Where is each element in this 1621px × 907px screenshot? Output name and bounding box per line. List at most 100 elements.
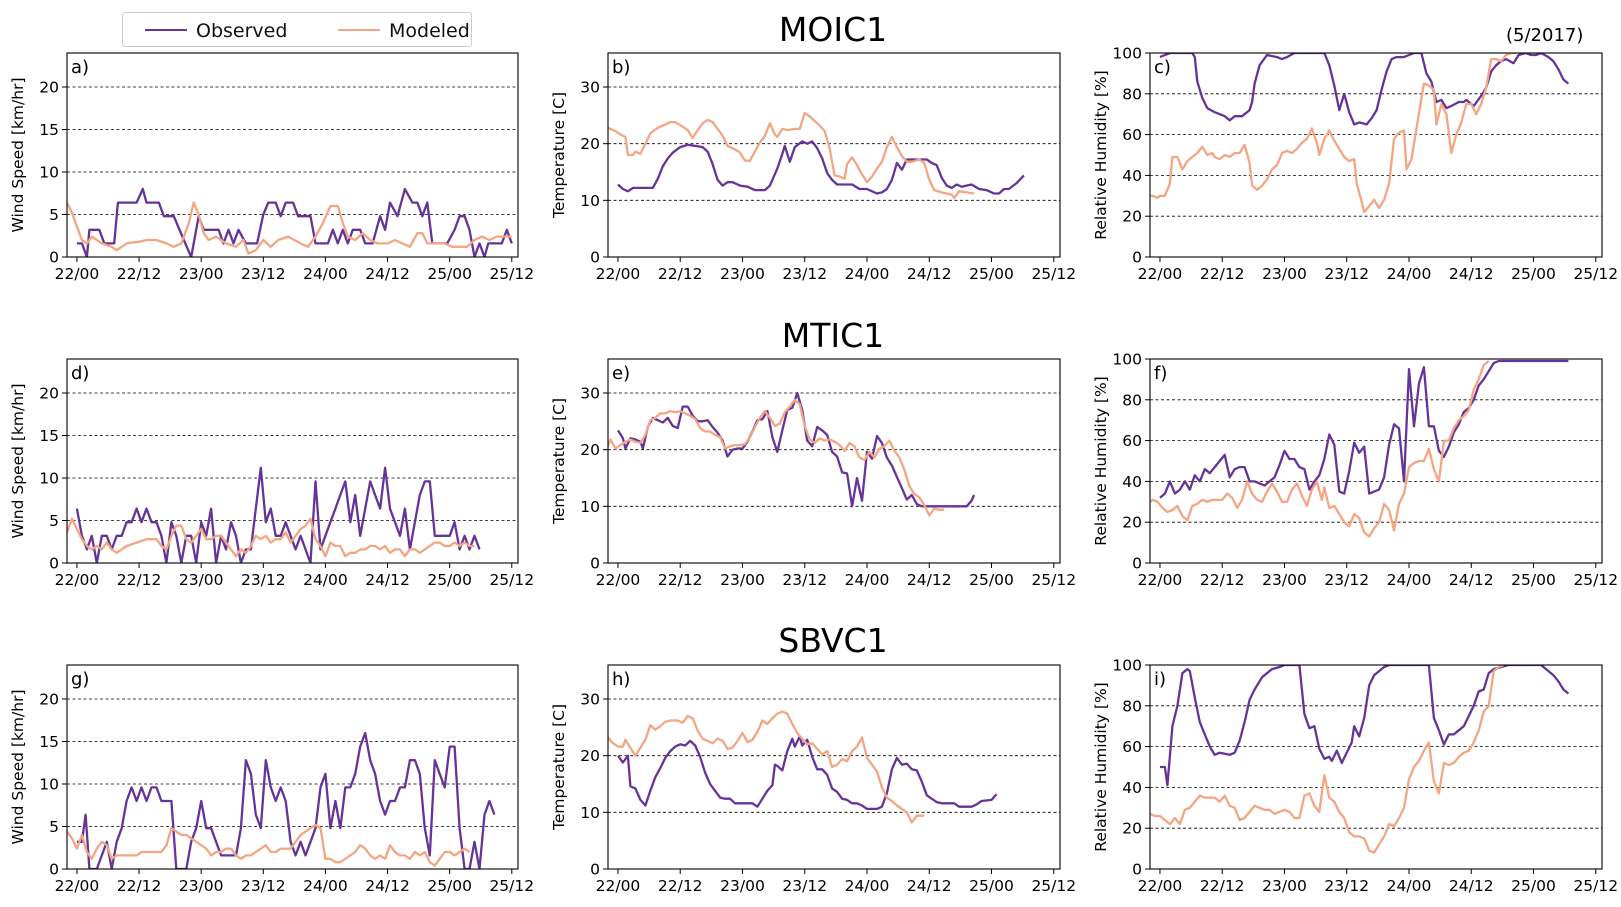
y-tick-label: 100	[1112, 351, 1142, 369]
series-line-observed	[1159, 359, 1569, 499]
x-tick-label: 23/12	[1324, 265, 1369, 283]
x-tick-label: 23/12	[241, 877, 286, 895]
y-tick-label: 80	[1122, 697, 1142, 715]
legend-observed-label: Observed	[196, 20, 288, 42]
x-tick-label: 23/12	[241, 265, 286, 283]
y-tick-label: 20	[1122, 820, 1142, 838]
series-line-modeled	[67, 201, 512, 255]
x-tick-label: 22/00	[1138, 877, 1183, 895]
plot-frame	[607, 52, 1061, 258]
y-tick-label: 20	[1122, 208, 1142, 226]
x-tick-label: 22/00	[1138, 571, 1183, 589]
y-axis-label: Relative Humidity [%]	[1092, 376, 1110, 545]
plot-frame	[607, 358, 1061, 564]
y-tick-label: 0	[1132, 555, 1142, 573]
y-tick-label: 40	[1122, 167, 1142, 185]
series-line-observed	[617, 140, 1025, 195]
y-tick-label: 5	[49, 206, 59, 224]
x-tick-label: 25/00	[427, 265, 472, 283]
series-line-observed	[617, 735, 998, 811]
x-tick-label: 23/12	[1324, 571, 1369, 589]
series-line-observed	[76, 187, 513, 257]
x-tick-label: 22/12	[117, 877, 162, 895]
panel-label: d)	[71, 363, 89, 384]
x-tick-label: 23/00	[1262, 877, 1307, 895]
x-tick-label: 22/12	[658, 265, 703, 283]
x-tick-label: 24/00	[303, 877, 348, 895]
x-tick-label: 23/12	[782, 571, 827, 589]
panel-c: 0 20 40 60 80 100 22/00 22/12 23/00 23/12 24/00 24/…	[1092, 45, 1618, 284]
panel-d: 0 5 10 15 20 22/00 22/12 23/00 23/12 24/00 24/12 25…	[9, 358, 534, 589]
x-tick-label: 25/12	[1573, 877, 1618, 895]
x-tick-label: 25/00	[1511, 571, 1556, 589]
y-tick-label: 15	[39, 427, 59, 445]
x-tick-label: 24/12	[365, 877, 410, 895]
x-tick-label: 25/12	[1573, 571, 1618, 589]
y-tick-label: 5	[49, 818, 59, 836]
series-line-modeled	[67, 517, 475, 558]
plot-frame	[1149, 664, 1603, 870]
y-tick-label: 80	[1122, 391, 1142, 409]
legend-observed-swatch	[145, 29, 187, 31]
x-tick-label: 24/00	[845, 877, 890, 895]
series-line-modeled	[1150, 665, 1505, 854]
x-tick-label: 25/12	[489, 877, 534, 895]
series-line-modeled	[608, 710, 925, 824]
y-tick-label: 30	[580, 691, 600, 709]
y-tick-label: 10	[580, 498, 600, 516]
x-tick-label: 24/00	[845, 571, 890, 589]
plot-frame	[66, 52, 519, 258]
x-tick-label: 23/12	[1324, 877, 1369, 895]
x-tick-label: 22/12	[1200, 265, 1245, 283]
panel-label: i)	[1154, 669, 1166, 690]
x-tick-label: 25/00	[969, 571, 1014, 589]
x-tick-label: 22/12	[117, 265, 162, 283]
x-tick-label: 24/12	[1449, 877, 1494, 895]
plot-frame	[1149, 358, 1603, 564]
x-tick-label: 23/00	[720, 571, 765, 589]
x-tick-label: 23/00	[720, 877, 765, 895]
panel-i: 0 20 40 60 80 100 22/00 22/12 23/00 23/12 24/00 24/…	[1092, 657, 1618, 896]
y-tick-label: 80	[1122, 85, 1142, 103]
y-axis-label: Temperature [C]	[550, 704, 568, 831]
y-tick-label: 20	[39, 691, 59, 709]
series-line-observed	[1160, 665, 1570, 787]
y-tick-label: 10	[580, 804, 600, 822]
y-tick-label: 0	[590, 249, 600, 267]
x-tick-label: 22/00	[596, 571, 641, 589]
y-tick-label: 15	[39, 733, 59, 751]
panel-a: 0 5 10 15 20 22/00 22/12 23/00 23/12 24/00 24/12 25…	[9, 52, 534, 283]
x-tick-label: 24/12	[365, 571, 410, 589]
series-line-modeled	[1150, 53, 1517, 214]
y-axis-label: Wind Speed [km/hr]	[9, 690, 27, 845]
y-tick-label: 20	[39, 79, 59, 97]
x-tick-label: 25/12	[489, 265, 534, 283]
x-tick-label: 25/12	[1031, 265, 1076, 283]
x-tick-label: 24/00	[845, 265, 890, 283]
x-tick-label: 23/12	[782, 877, 827, 895]
y-tick-label: 0	[590, 861, 600, 879]
x-tick-label: 23/00	[179, 877, 224, 895]
y-tick-label: 0	[1132, 249, 1142, 267]
y-tick-label: 30	[580, 79, 600, 97]
y-tick-label: 0	[1132, 861, 1142, 879]
panel-label: g)	[71, 669, 89, 690]
x-tick-label: 23/00	[179, 571, 224, 589]
x-tick-label: 24/00	[1387, 877, 1432, 895]
x-tick-label: 22/12	[1200, 571, 1245, 589]
y-tick-label: 0	[590, 555, 600, 573]
x-tick-label: 23/00	[179, 265, 224, 283]
x-tick-label: 23/00	[720, 265, 765, 283]
x-tick-label: 25/00	[1511, 877, 1556, 895]
series-line-observed	[76, 731, 496, 869]
series-line-modeled	[1150, 360, 1490, 538]
series-line-observed	[617, 391, 976, 508]
series-line-observed	[75, 466, 481, 563]
station-title-moic1: MOIC1	[778, 10, 888, 49]
panel-h: 0 10 20 30 22/00 22/12 23/00 23/12 24/00 24/12 25/…	[550, 664, 1076, 895]
x-tick-label: 24/12	[907, 265, 952, 283]
y-tick-label: 60	[1122, 738, 1142, 756]
plot-frame	[66, 358, 519, 564]
panel-label: f)	[1154, 363, 1167, 384]
y-tick-label: 10	[39, 776, 59, 794]
